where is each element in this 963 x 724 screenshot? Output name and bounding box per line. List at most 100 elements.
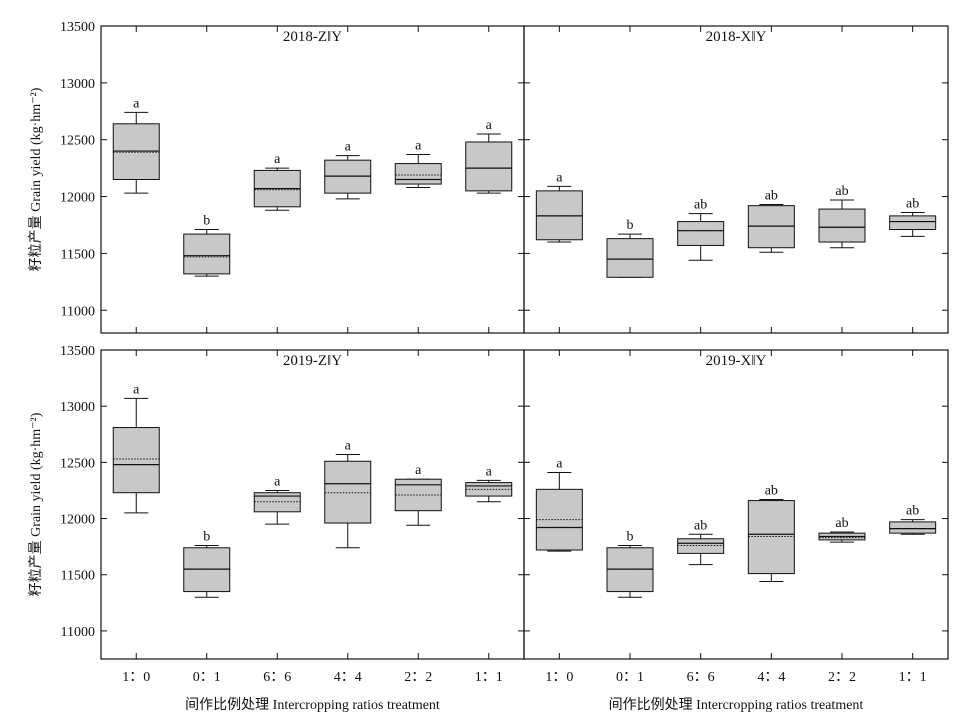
box-3: ab bbox=[677, 198, 725, 261]
box-2: b bbox=[183, 530, 231, 598]
significance-letter: a bbox=[133, 96, 140, 111]
box-iqr bbox=[112, 427, 160, 494]
x-tick-label: 6：6 bbox=[263, 670, 291, 685]
y-tick-label: 11000 bbox=[61, 625, 95, 640]
plot-frame bbox=[523, 25, 949, 334]
box-4: a bbox=[324, 438, 372, 549]
x-tick-label: 1：1 bbox=[475, 670, 503, 685]
significance-letter: b bbox=[627, 530, 634, 545]
plot-frame bbox=[100, 25, 525, 334]
y-tick-label: 12500 bbox=[60, 456, 95, 471]
box-iqr bbox=[324, 460, 372, 524]
box-iqr bbox=[253, 492, 301, 513]
box-1: a bbox=[535, 456, 583, 552]
y-tick-label: 12500 bbox=[60, 134, 95, 149]
box-5: a bbox=[394, 138, 442, 188]
significance-letter: b bbox=[627, 218, 634, 233]
box-1: a bbox=[112, 382, 160, 514]
box-6: ab bbox=[889, 504, 937, 535]
box-4: ab bbox=[747, 483, 795, 582]
y-tick-label: 12000 bbox=[60, 191, 95, 206]
significance-letter: ab bbox=[835, 516, 848, 531]
box-6: a bbox=[465, 464, 513, 503]
box-iqr bbox=[535, 488, 583, 551]
significance-letter: a bbox=[486, 464, 493, 479]
significance-letter: b bbox=[203, 214, 210, 229]
x-tick-label: 1：0 bbox=[545, 670, 573, 685]
box-2: b bbox=[606, 218, 654, 278]
panel-title: 2018-X‖Y bbox=[706, 29, 767, 45]
significance-letter: a bbox=[345, 438, 352, 453]
box-iqr bbox=[677, 538, 725, 554]
x-tick-label: 2：2 bbox=[828, 670, 856, 685]
significance-letter: ab bbox=[694, 198, 707, 213]
panel-1: 2018-Z‖Y 11000 11500 12000 12500 13000 13500 籽粒… bbox=[28, 20, 525, 334]
x-tick-label: 4：4 bbox=[334, 670, 362, 685]
box-iqr bbox=[394, 163, 442, 185]
box-3: a bbox=[253, 152, 301, 211]
y-tick-label: 13000 bbox=[60, 77, 95, 92]
plot-frame bbox=[523, 349, 949, 660]
x-tick-label: 0：1 bbox=[616, 670, 644, 685]
panel-3: 2019-Z‖Y 11000 11500 12000 12500 13000 13500 籽粒… bbox=[28, 344, 525, 713]
significance-letter: a bbox=[486, 118, 493, 133]
significance-letter: b bbox=[203, 530, 210, 545]
panel-title: 2019-Z‖Y bbox=[283, 353, 342, 369]
box-iqr bbox=[677, 221, 725, 246]
box-3: ab bbox=[677, 518, 725, 566]
box-2: b bbox=[606, 530, 654, 598]
y-tick-label: 13500 bbox=[60, 344, 95, 359]
box-iqr bbox=[889, 521, 937, 534]
x-tick-label: 0：1 bbox=[193, 670, 221, 685]
box-iqr bbox=[818, 208, 866, 243]
box-6: a bbox=[465, 118, 513, 194]
significance-letter: ab bbox=[765, 483, 778, 498]
significance-letter: a bbox=[556, 170, 563, 185]
box-5: ab bbox=[818, 516, 866, 543]
box-1: a bbox=[535, 170, 583, 243]
box-6: ab bbox=[889, 196, 937, 237]
y-tick-label: 11000 bbox=[61, 304, 95, 319]
x-tick-label: 4：4 bbox=[757, 670, 785, 685]
y-tick-label: 11500 bbox=[61, 569, 95, 584]
box-5: a bbox=[394, 463, 442, 526]
significance-letter: a bbox=[415, 463, 422, 478]
x-axis-title: 间作比例处理 Intercropping ratios treatment bbox=[185, 697, 440, 713]
box-iqr bbox=[889, 215, 937, 231]
box-4: a bbox=[324, 140, 372, 200]
significance-letter: a bbox=[274, 152, 281, 167]
x-tick-label: 2：2 bbox=[404, 670, 432, 685]
box-1: a bbox=[112, 96, 160, 194]
x-tick-label: 1：1 bbox=[899, 670, 927, 685]
significance-letter: a bbox=[556, 456, 563, 471]
panel-title: 2018-Z‖Y bbox=[283, 29, 342, 45]
panel-title: 2019-X‖Y bbox=[706, 353, 767, 369]
box-iqr bbox=[747, 500, 795, 575]
significance-letter: ab bbox=[906, 504, 919, 519]
plot-frame bbox=[100, 349, 525, 660]
y-axis-title: 籽粒产量 Grain yield (kg·hm⁻²) bbox=[28, 87, 44, 271]
y-tick-label: 13000 bbox=[60, 400, 95, 415]
panel-4: 2019-X‖Y 1：0 0：1 6：6 4：4 2：2 1：1 间作比例处理 Intercr… bbox=[523, 349, 949, 713]
x-tick-label: 6：6 bbox=[687, 670, 715, 685]
box-iqr bbox=[606, 238, 654, 278]
box-2: b bbox=[183, 214, 231, 277]
x-axis-title: 间作比例处理 Intercropping ratios treatment bbox=[609, 697, 864, 713]
significance-letter: a bbox=[415, 138, 422, 153]
box-iqr bbox=[183, 233, 231, 275]
y-axis-title: 籽粒产量 Grain yield (kg·hm⁻²) bbox=[28, 412, 44, 596]
significance-letter: ab bbox=[765, 189, 778, 204]
significance-letter: ab bbox=[906, 196, 919, 211]
box-3: a bbox=[253, 474, 301, 525]
significance-letter: a bbox=[133, 382, 140, 397]
significance-letter: ab bbox=[694, 518, 707, 533]
y-tick-label: 12000 bbox=[60, 513, 95, 528]
y-tick-label: 11500 bbox=[61, 247, 95, 262]
significance-letter: a bbox=[274, 474, 281, 489]
significance-letter: ab bbox=[835, 184, 848, 199]
y-tick-label: 13500 bbox=[60, 20, 95, 35]
significance-letter: a bbox=[345, 140, 352, 155]
box-iqr bbox=[465, 141, 513, 192]
